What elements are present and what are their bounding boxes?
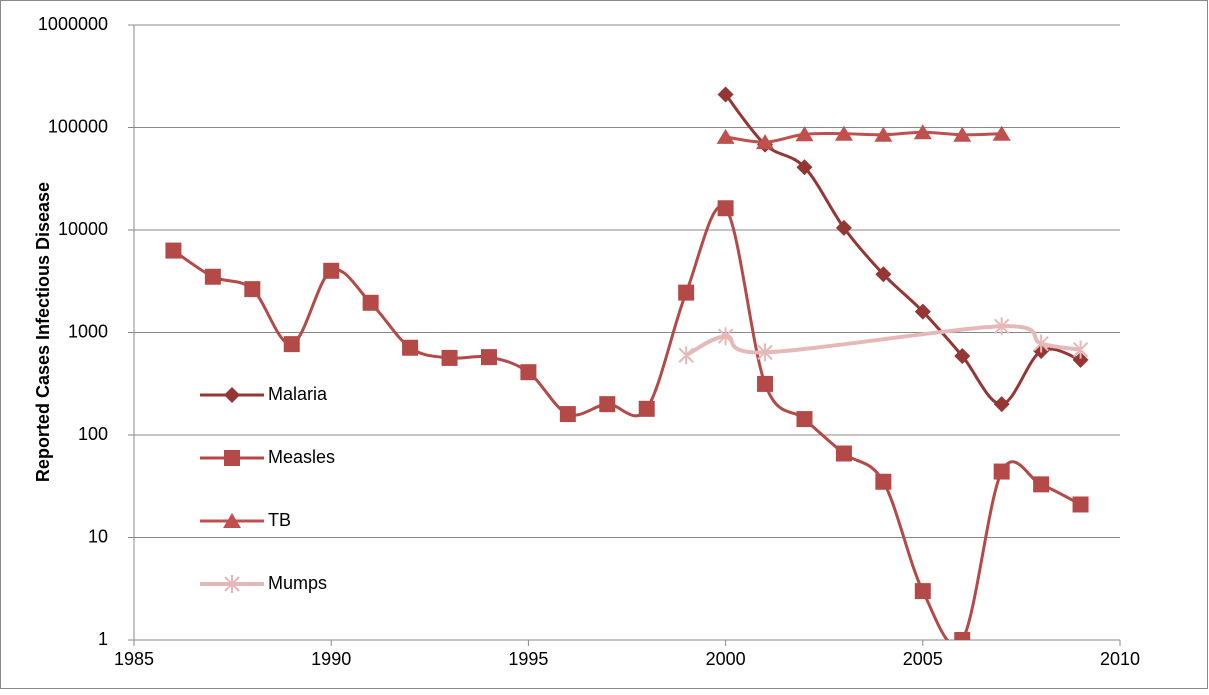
marker [1033,476,1050,493]
marker [1033,334,1049,353]
marker [875,473,892,490]
y-axis-label: Reported Cases Infectious Disease [33,182,53,482]
marker [480,349,497,366]
marker [835,219,852,236]
series-line [724,93,1082,406]
marker [165,242,182,259]
marker [402,339,419,356]
marker [954,632,971,640]
x-tick-label: 2005 [903,649,943,669]
legend-label: Measles [268,447,335,467]
marker [796,411,813,428]
marker [1072,351,1089,368]
y-tick-label: 1 [98,629,108,649]
marker [224,450,240,466]
grid: 1 10 100 1000 10000 100000 1000000 1985 1990 1995… [38,14,1140,669]
marker [795,126,814,142]
marker [323,262,340,279]
marker [441,349,458,366]
marker [992,125,1011,141]
marker [204,268,221,285]
marker [993,463,1010,480]
marker [678,346,694,365]
marker [993,396,1010,413]
marker [717,327,734,346]
marker [757,375,774,392]
y-tick-label: 1000 [68,321,108,341]
x-tick-label: 1995 [508,649,548,669]
legend-label: TB [268,510,291,530]
marker [224,575,240,593]
marker [1072,496,1089,513]
marker [717,86,734,103]
marker [954,347,971,364]
marker [874,126,893,142]
plot-area [165,86,1089,640]
marker [953,126,972,142]
marker [224,387,240,403]
y-tick-label: 100 [78,424,108,444]
marker [520,364,537,381]
overlay: Malaria Measles TB Mumps [200,384,335,593]
legend-label: Mumps [268,573,327,593]
marker [599,396,616,413]
x-tick-label: 1990 [311,649,351,669]
legend-label: Malaria [268,384,328,404]
marker [914,303,931,320]
marker [1072,340,1089,359]
marker [716,128,735,144]
marker [223,513,241,528]
marker [914,583,931,600]
marker [244,281,261,298]
x-tick-label: 2010 [1100,649,1140,669]
marker [757,343,773,362]
marker [796,159,813,176]
marker [362,294,379,311]
marker [756,134,775,150]
y-tick-label: 100000 [48,116,108,136]
marker [559,406,576,423]
x-tick-label: 1985 [114,649,154,669]
y-tick-label: 1000000 [38,14,108,34]
marker [993,317,1010,336]
marker [834,125,853,141]
marker [678,284,695,301]
marker [638,400,655,417]
marker [717,200,734,217]
marker [835,445,852,462]
marker [283,336,300,353]
marker [875,266,892,283]
y-tick-label: 10 [88,526,108,546]
x-tick-label: 2000 [706,649,746,669]
y-tick-label: 10000 [58,219,108,239]
marker [913,124,932,140]
